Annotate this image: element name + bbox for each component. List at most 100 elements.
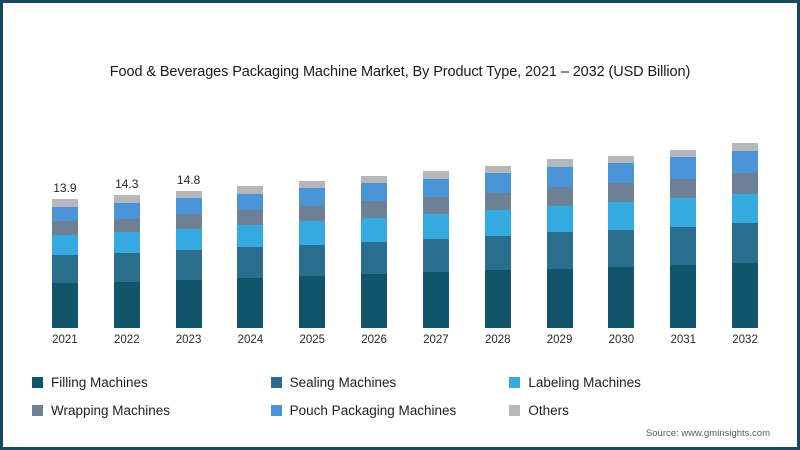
bar-segment[interactable]: [546, 232, 573, 269]
bar-segment[interactable]: [732, 263, 759, 328]
bar-segment[interactable]: [732, 193, 759, 224]
bar-segment[interactable]: [484, 165, 511, 174]
bar-segment[interactable]: [670, 157, 697, 179]
bar-segment[interactable]: [484, 192, 511, 211]
bar-segment[interactable]: [51, 282, 78, 328]
bar-segment[interactable]: [237, 193, 264, 211]
bar-segment[interactable]: [546, 187, 573, 206]
bar-segment[interactable]: [484, 210, 511, 237]
bar-segment[interactable]: [546, 159, 573, 167]
legend-item[interactable]: Wrapping Machines: [32, 403, 271, 418]
bar-segment[interactable]: [546, 166, 573, 188]
bar-segment[interactable]: [608, 229, 635, 267]
bar-segment[interactable]: [175, 228, 202, 251]
bar-segment[interactable]: [422, 272, 449, 328]
bar-column[interactable]: 14.3: [113, 177, 140, 328]
bar-segment[interactable]: [484, 270, 511, 328]
bar-segment[interactable]: [51, 199, 78, 207]
bar-column[interactable]: 13.9: [51, 181, 78, 328]
bar-segment[interactable]: [113, 281, 140, 328]
bar-segment[interactable]: [361, 217, 388, 242]
bar-segment[interactable]: [299, 205, 326, 222]
bar-segment[interactable]: [51, 235, 78, 255]
bar-segment[interactable]: [299, 221, 326, 245]
x-axis: 2021 2022 2023 2024 2025 2026 2027 2028 2029 2030…: [34, 334, 776, 352]
bar-segment[interactable]: [608, 266, 635, 328]
bar-column[interactable]: 14.8: [175, 173, 202, 328]
bar-segment[interactable]: [299, 276, 326, 328]
bar-segment[interactable]: [299, 187, 326, 206]
bar-segment[interactable]: [422, 238, 449, 273]
bar-segment[interactable]: [175, 213, 202, 229]
legend-item[interactable]: Labeling Machines: [509, 375, 748, 390]
bar-segment[interactable]: [361, 175, 388, 184]
bar-segment[interactable]: [546, 268, 573, 328]
bar-segment[interactable]: [670, 149, 697, 158]
legend-swatch-icon: [32, 404, 43, 416]
bar-segment[interactable]: [732, 143, 759, 151]
legend-swatch-icon: [509, 376, 521, 388]
bar-stack: [484, 165, 511, 328]
bar-segment[interactable]: [237, 186, 264, 194]
bar-segment[interactable]: [237, 210, 264, 226]
bar-segment[interactable]: [608, 183, 635, 202]
bar-segment[interactable]: [237, 277, 264, 328]
bar-segment[interactable]: [670, 226, 697, 265]
bar-stack: [361, 175, 388, 328]
bar-segment[interactable]: [732, 150, 759, 174]
bar-segment[interactable]: [113, 195, 140, 203]
bar-segment[interactable]: [175, 250, 202, 280]
bar-segment[interactable]: [113, 252, 140, 282]
bar-segment[interactable]: [237, 247, 264, 278]
bar-segment[interactable]: [732, 223, 759, 264]
bar-segment[interactable]: [299, 180, 326, 188]
bar-segment[interactable]: [175, 190, 202, 199]
legend-label: Labeling Machines: [528, 374, 641, 390]
bar-segment[interactable]: [175, 198, 202, 214]
bar-segment[interactable]: [670, 198, 697, 227]
bar-segment[interactable]: [670, 178, 697, 199]
bar-segment[interactable]: [113, 218, 140, 233]
bar-segment[interactable]: [51, 254, 78, 283]
legend-item[interactable]: Sealing Machines: [270, 375, 510, 390]
bar-segment[interactable]: [51, 221, 78, 236]
bar-segment[interactable]: [361, 200, 388, 218]
bar-segment[interactable]: [51, 206, 78, 222]
bar-column[interactable]: [608, 155, 635, 328]
x-axis-tick-label: 2029: [546, 334, 573, 346]
bar-segment[interactable]: [237, 225, 264, 248]
bar-segment[interactable]: [422, 171, 449, 179]
bar-stack: [546, 159, 573, 328]
bar-segment[interactable]: [361, 183, 388, 201]
bar-column[interactable]: [484, 165, 511, 328]
bar-segment[interactable]: [732, 173, 759, 194]
bar-segment[interactable]: [608, 162, 635, 184]
bar-segment[interactable]: [361, 241, 388, 275]
bar-segment[interactable]: [670, 264, 697, 328]
bar-column[interactable]: [732, 143, 759, 328]
bar-segment[interactable]: [608, 155, 635, 163]
bar-column[interactable]: [546, 159, 573, 328]
legend-item[interactable]: Pouch Packaging Machines: [270, 403, 510, 418]
legend-item[interactable]: Filling Machines: [32, 375, 271, 390]
bar-column[interactable]: [422, 171, 449, 328]
bar-segment[interactable]: [113, 202, 140, 219]
bar-column[interactable]: [361, 175, 388, 328]
bar-segment[interactable]: [422, 213, 449, 239]
bar-segment[interactable]: [422, 178, 449, 198]
bar-column[interactable]: [299, 180, 326, 328]
bar-segment[interactable]: [361, 274, 388, 328]
bar-stack: [299, 180, 326, 328]
bar-segment[interactable]: [608, 201, 635, 230]
bar-segment[interactable]: [299, 244, 326, 277]
bar-segment[interactable]: [113, 232, 140, 253]
bar-segment[interactable]: [484, 236, 511, 271]
bar-segment[interactable]: [175, 279, 202, 328]
bar-segment[interactable]: [546, 205, 573, 233]
legend-item[interactable]: Others: [509, 403, 748, 418]
bar-column[interactable]: [237, 186, 264, 328]
bar-segment[interactable]: [422, 197, 449, 214]
bar-segment[interactable]: [484, 173, 511, 193]
bar-column[interactable]: [670, 149, 697, 328]
